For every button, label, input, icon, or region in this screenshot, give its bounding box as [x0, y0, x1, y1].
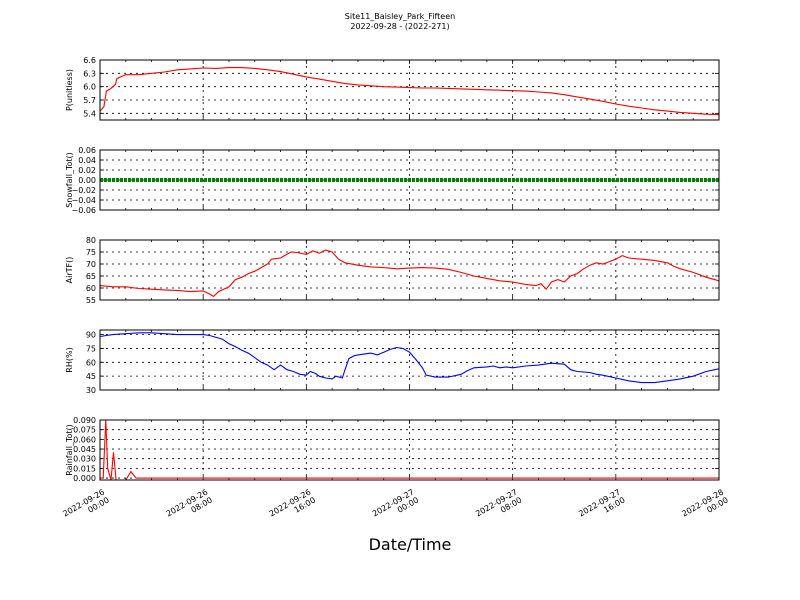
x-tick-label-2: 2022-09-2616:00	[268, 487, 317, 526]
panel-0-frame	[99, 59, 720, 121]
panel-1-ytick-label: −0.04	[71, 196, 96, 205]
panel-2-ytick-label: 75	[86, 248, 96, 257]
panel-2-ytick-label: 80	[86, 236, 96, 245]
panel-0-ytick-label: 6.6	[83, 56, 96, 65]
panel-3-series-line	[100, 332, 719, 384]
panel-4-ytick-label: 0.075	[73, 426, 96, 435]
panel-4-ytick-label: 0.090	[73, 416, 96, 425]
panel-4: 0.0000.0150.0300.0450.0600.0750.090Rainf…	[65, 416, 720, 483]
x-axis-title: Date/Time	[369, 535, 452, 554]
panel-3-frame	[99, 329, 720, 391]
panel-1-frame	[99, 149, 720, 211]
panel-4-frame	[99, 419, 720, 481]
x-tick-label-6: 2022-09-2800:00	[680, 487, 729, 526]
panel-0-series-line	[100, 67, 719, 116]
panel-0-ytick-label: 6.0	[83, 83, 96, 92]
panel-3: 30 45 60 75 90 RH(%)	[65, 329, 720, 395]
panel-0-ytick-label: 5.7	[83, 96, 96, 105]
x-tick-label-1: 2022-09-2608:00	[165, 487, 214, 526]
panel-0-ytick-label: 5.4	[83, 109, 96, 118]
panel-2-frame	[99, 239, 720, 301]
panel-0: 5.4 5.7 6.0 6.3 6.6 P(unitless)	[65, 56, 720, 121]
panel-4-ytick-label: 0.030	[73, 455, 96, 464]
x-axis-labels: 2022-09-2600:00 2022-09-2608:00 2022-09-26…	[61, 487, 729, 526]
panel-1-ytick-label: 0.06	[78, 146, 96, 155]
x-tick-label-3: 2022-09-2700:00	[371, 487, 420, 526]
x-tick-label-4: 2022-09-2708:00	[474, 487, 523, 526]
panel-2-ytick-label: 55	[86, 296, 96, 305]
panel-4-ytick-label: 0.045	[73, 445, 96, 454]
figure-title: Site11_Baisley_Park_Fifteen	[345, 12, 455, 21]
figure-subtitle: 2022-09-28 - (2022-271)	[350, 22, 449, 31]
panel-1-ytick-label: 0.02	[78, 166, 96, 175]
panel-0-ytick-label: 6.3	[83, 69, 96, 78]
panel-2: 55 60 65 70 75 80 AirTF()	[65, 236, 720, 305]
panel-1-ytick-label: 0.00	[78, 176, 96, 185]
panel-3-ylabel: RH(%)	[65, 347, 74, 372]
panel-2-ytick-label: 65	[86, 272, 96, 281]
panel-1-ylabel: Snowfall_Tot()	[65, 152, 74, 208]
panel-4-ytick-label: 0.060	[73, 435, 96, 444]
panel-3-ytick-label: 45	[86, 372, 96, 381]
panel-1: −0.06−0.04−0.020.000.020.040.06 Snowfall_…	[65, 146, 720, 215]
panel-3-ytick-label: 75	[86, 344, 96, 353]
panel-3-ytick-label: 90	[86, 331, 96, 340]
panel-2-series-line	[100, 249, 719, 298]
x-tick-label-5: 2022-09-2716:00	[577, 487, 626, 526]
panel-1-ytick-label: −0.06	[71, 206, 96, 215]
panel-1-ytick-label: −0.02	[71, 186, 96, 195]
panel-4-ylabel: Rainfall_Tot()	[65, 424, 74, 476]
panel-4-series-line	[100, 420, 719, 480]
panel-2-ytick-label: 70	[86, 260, 96, 269]
panel-0-ylabel: P(unitless)	[65, 69, 74, 111]
panel-4-ytick-label: 0.015	[73, 464, 96, 473]
panel-4-ytick-label: 0.000	[73, 474, 96, 483]
panel-2-ytick-label: 60	[86, 284, 96, 293]
panel-2-ylabel: AirTF()	[65, 257, 74, 284]
panel-1-ytick-label: 0.04	[78, 156, 96, 165]
x-tick-label-0: 2022-09-2600:00	[61, 487, 110, 526]
panel-3-ytick-label: 60	[86, 358, 96, 367]
panel-3-ytick-label: 30	[86, 386, 96, 395]
chart-panels: 5.4 5.7 6.0 6.3 6.6 P(unitless) −0.06−0.04−0.0…	[65, 56, 720, 483]
